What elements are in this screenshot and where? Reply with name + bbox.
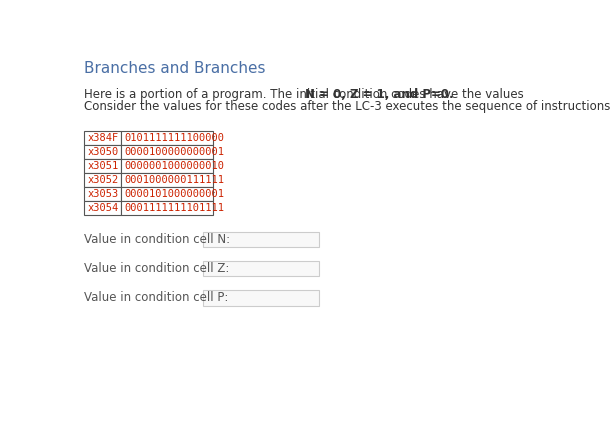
- Text: x3051: x3051: [88, 161, 119, 171]
- Bar: [121, 159, 213, 173]
- Text: x3050: x3050: [88, 147, 119, 157]
- Bar: [84, 132, 121, 145]
- Bar: [84, 201, 121, 215]
- Text: x384F: x384F: [88, 133, 119, 143]
- Bar: [84, 159, 121, 173]
- Text: x3054: x3054: [88, 203, 119, 213]
- Text: Value in condition cell Z:: Value in condition cell Z:: [84, 262, 230, 275]
- Text: x3053: x3053: [88, 189, 119, 199]
- Text: Branches and Branches: Branches and Branches: [84, 62, 266, 76]
- Text: 0001000000111111: 0001000000111111: [125, 175, 225, 185]
- Text: Value in condition cell P:: Value in condition cell P:: [84, 291, 229, 304]
- Bar: [121, 145, 213, 159]
- Bar: [84, 187, 121, 201]
- Text: 0001111111101111: 0001111111101111: [125, 203, 225, 213]
- Text: Consider the values for these codes after the LC-3 executes the sequence of inst: Consider the values for these codes afte…: [84, 100, 612, 113]
- Text: 0000100000000001: 0000100000000001: [125, 147, 225, 157]
- Text: x3052: x3052: [88, 175, 119, 185]
- Text: N = 0, Z = 1, and P=0.: N = 0, Z = 1, and P=0.: [305, 88, 453, 100]
- Bar: [121, 173, 213, 187]
- Bar: [84, 145, 121, 159]
- Bar: [203, 232, 319, 247]
- Bar: [203, 290, 319, 306]
- Text: 0101111111100000: 0101111111100000: [125, 133, 225, 143]
- Text: 0000001000000010: 0000001000000010: [125, 161, 225, 171]
- Text: Value in condition cell N:: Value in condition cell N:: [84, 233, 230, 246]
- Bar: [121, 132, 213, 145]
- Bar: [121, 201, 213, 215]
- Text: Here is a portion of a program. The initial condition codes have the values: Here is a portion of a program. The init…: [84, 88, 528, 100]
- Text: 0000101000000001: 0000101000000001: [125, 189, 225, 199]
- Bar: [121, 187, 213, 201]
- Bar: [203, 261, 319, 276]
- Bar: [84, 173, 121, 187]
